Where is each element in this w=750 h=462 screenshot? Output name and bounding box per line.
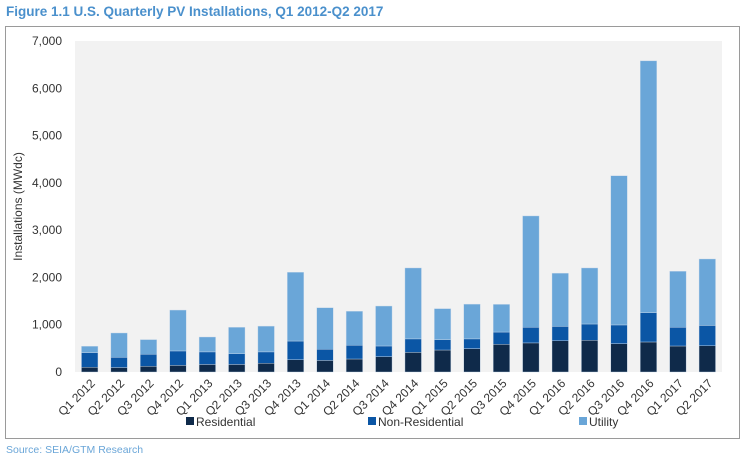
bar-non-residential bbox=[345, 345, 363, 360]
bar-utility bbox=[463, 303, 481, 340]
bar-non-residential bbox=[110, 357, 128, 368]
bar-residential bbox=[492, 344, 510, 373]
chart-title: Figure 1.1 U.S. Quarterly PV Installatio… bbox=[6, 4, 384, 19]
bar-non-residential bbox=[140, 354, 157, 367]
bar-non-residential bbox=[463, 338, 481, 349]
bar-utility bbox=[140, 339, 157, 355]
bar-residential bbox=[110, 367, 128, 373]
y-tick-label: 5,000 bbox=[32, 129, 62, 143]
bar-residential bbox=[316, 360, 334, 373]
bar-non-residential bbox=[522, 327, 540, 344]
bar-non-residential bbox=[640, 312, 657, 343]
bar-utility bbox=[492, 304, 510, 333]
bar-residential bbox=[169, 365, 187, 373]
bar-non-residential bbox=[669, 327, 687, 347]
y-tick-label: 1,000 bbox=[32, 318, 62, 332]
bar-residential bbox=[610, 343, 628, 373]
bar-utility bbox=[81, 346, 99, 353]
bar-non-residential bbox=[375, 345, 393, 357]
bar-residential bbox=[228, 364, 246, 373]
bar-utility bbox=[640, 60, 657, 313]
bar-residential bbox=[140, 366, 157, 373]
bar-non-residential bbox=[551, 326, 569, 341]
bar-residential bbox=[404, 352, 422, 373]
y-tick-label: 3,000 bbox=[32, 223, 62, 237]
bar-utility bbox=[404, 267, 422, 340]
bar-non-residential bbox=[434, 339, 452, 351]
bar-non-residential bbox=[404, 338, 422, 353]
legend-swatch bbox=[579, 417, 587, 425]
bar-non-residential bbox=[610, 324, 628, 344]
bar-residential bbox=[581, 340, 599, 373]
y-tick-label: 4,000 bbox=[32, 176, 62, 190]
bar-non-residential bbox=[81, 352, 99, 368]
bar-residential bbox=[287, 359, 305, 373]
bar-non-residential bbox=[287, 340, 305, 360]
bar-residential bbox=[81, 367, 99, 373]
chart-frame bbox=[5, 26, 740, 439]
bar-utility bbox=[610, 175, 628, 326]
bar-utility bbox=[375, 305, 393, 347]
bar-non-residential bbox=[698, 325, 716, 346]
bar-utility bbox=[228, 327, 246, 354]
legend-swatch bbox=[186, 417, 194, 425]
bar-residential bbox=[551, 340, 569, 373]
bar-utility bbox=[669, 271, 687, 328]
bar-utility bbox=[698, 258, 716, 326]
y-axis-title: Installations (MWdc) bbox=[11, 152, 25, 261]
bar-residential bbox=[698, 345, 716, 373]
bar-utility bbox=[110, 332, 128, 358]
y-tick-label: 2,000 bbox=[32, 270, 62, 284]
bar-utility bbox=[287, 272, 305, 342]
legend-label: Non-Residential bbox=[378, 415, 463, 429]
bar-residential bbox=[375, 356, 393, 373]
bar-non-residential bbox=[198, 351, 216, 365]
bar-utility bbox=[345, 311, 363, 346]
bar-non-residential bbox=[228, 353, 246, 365]
bar-residential bbox=[257, 363, 275, 373]
bar-utility bbox=[198, 336, 216, 353]
bar-residential bbox=[198, 364, 216, 373]
bar-utility bbox=[257, 325, 275, 353]
bar-utility bbox=[316, 307, 334, 350]
bar-residential bbox=[522, 342, 540, 373]
bar-utility bbox=[434, 308, 452, 340]
bar-utility bbox=[169, 309, 187, 352]
bar-non-residential bbox=[492, 331, 510, 345]
bar-non-residential bbox=[257, 351, 275, 364]
bar-residential bbox=[345, 358, 363, 373]
bar-non-residential bbox=[169, 350, 187, 366]
y-tick-label: 7,000 bbox=[32, 34, 62, 48]
bar-residential bbox=[463, 348, 481, 373]
y-tick-label: 0 bbox=[55, 365, 62, 379]
legend-label: Utility bbox=[589, 415, 618, 429]
legend-label: Residential bbox=[196, 415, 255, 429]
bar-utility bbox=[581, 267, 599, 325]
y-tick-label: 6,000 bbox=[32, 81, 62, 95]
bar-non-residential bbox=[316, 349, 334, 361]
bar-residential bbox=[640, 341, 657, 373]
bar-utility bbox=[522, 215, 540, 328]
bar-residential bbox=[669, 345, 687, 373]
legend-swatch bbox=[368, 417, 376, 425]
bar-non-residential bbox=[581, 323, 599, 341]
bar-residential bbox=[434, 349, 452, 373]
bar-utility bbox=[551, 272, 569, 327]
source-note: Source: SEIA/GTM Research bbox=[6, 444, 144, 456]
